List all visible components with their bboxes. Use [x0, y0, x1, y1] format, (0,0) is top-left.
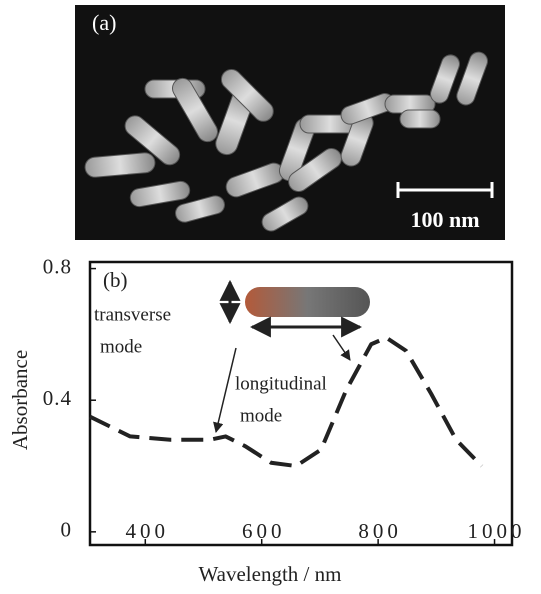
y-tick-label: 0 — [61, 518, 73, 542]
figure: (a) 100 nm (b) Wavelength / nm Absorbanc… — [0, 0, 541, 589]
nanorod-icon — [245, 287, 370, 317]
pointer-arrow — [333, 335, 350, 360]
x-tick-label: 800 — [358, 519, 402, 543]
y-tick-label: 0.8 — [43, 254, 72, 278]
x-tick-label: 1000 — [468, 519, 526, 543]
data-line — [90, 338, 482, 466]
x-tick-label: 600 — [242, 519, 286, 543]
x-axis-title: Wavelength / nm — [199, 562, 342, 586]
annotation: mode — [100, 336, 142, 357]
panel-label: (b) — [103, 268, 128, 292]
y-axis-title: Absorbance — [8, 350, 32, 450]
y-tick-label: 0.4 — [43, 386, 72, 410]
scale-bar-label: 100 nm — [410, 207, 479, 232]
x-tick-label: 400 — [126, 519, 170, 543]
annotation: longitudinal — [235, 373, 327, 394]
pointer-arrow — [216, 348, 236, 432]
annotation: transverse — [94, 304, 171, 325]
tem-image: (a) 100 nm — [75, 5, 505, 240]
chart: (b) Wavelength / nm Absorbance transvers… — [8, 254, 526, 585]
panel-label: (a) — [92, 10, 116, 35]
annotation: mode — [240, 405, 282, 426]
